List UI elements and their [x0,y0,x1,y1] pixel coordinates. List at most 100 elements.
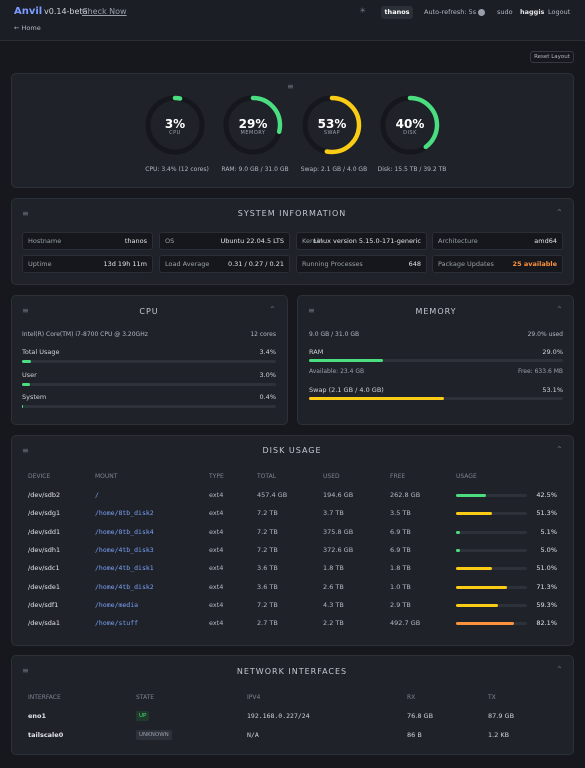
panel-title: MEMORY [415,307,457,316]
collapse-toggle: ⌃ [269,305,276,314]
cpu-model: Intel(R) Core(TM) i7-8700 CPU @ 3.20GHz [22,331,148,338]
usage-value: 71.3% [536,582,557,591]
bar-track [456,530,527,534]
gauge-name: SWAP [323,130,341,136]
bar-fill [456,512,493,516]
column-header: TYPE [209,473,224,480]
disk-cell: /dev/sdf1 [28,600,59,609]
disk-cell: 1.0 TB [390,582,411,591]
disk-cell: 7.2 TB [257,527,278,536]
info-value: amd64 [534,237,557,245]
brand: Anvil [14,6,43,17]
disk-cell: ext4 [209,600,224,609]
disk-cell: ext4 [209,491,224,499]
bar-value: 3.0% [259,370,276,379]
bar-value: 3.4% [259,348,276,356]
bar-fill [22,360,31,363]
collapse-toggle: ⌃ [556,445,563,454]
bar-fill [456,494,487,497]
top-bar [0,0,585,41]
bar-track [456,548,527,552]
info-value: Ubuntu 22.04.5 LTS [220,237,284,245]
drag-handle: ≡ [22,306,29,315]
disk-cell: /home/4tb_disk1 [95,564,154,573]
disk-cell: 3.6 TB [257,564,278,573]
gauge-name: DISK [403,130,417,136]
gauge [223,95,283,155]
network-cell: eno1 [28,712,47,720]
column-header: TOTAL [257,473,277,480]
network-cell: 1.2 KB [488,731,510,739]
cpu-cores: 12 cores [250,331,276,338]
gauges-panel [11,73,574,188]
disk-cell: 2.2 TB [323,619,344,628]
info-cell [159,232,290,250]
reset-label: Reset Layout [534,54,570,60]
disk-cell: 3.7 TB [323,509,344,518]
disk-cell: 262.8 GB [390,491,421,499]
info-value: 648 [408,260,421,268]
disk-cell: /dev/sdc1 [28,564,60,573]
info-cell [432,232,563,250]
reset-button[interactable] [530,51,574,63]
info-cell [22,255,153,273]
gauge-value: 29% [238,117,268,131]
disk-cell: 3.5 TB [390,509,411,518]
column-header: MOUNT [95,473,118,480]
gauge-arc [145,95,205,155]
column-header: FREE [390,473,406,480]
disk-cell: 194.6 GB [323,491,354,499]
host: thanos [384,8,410,16]
auto-refresh: Auto-refresh: 5s [424,8,477,16]
bar-fill [456,603,499,607]
sudo-toggle[interactable] [478,9,485,16]
disk-cell: 7.2 TB [257,600,278,609]
info-cell [432,255,563,273]
disk-cell: ext4 [209,545,224,554]
memory-available: Available: 23.4 GB [309,368,365,375]
panel-title: NETWORK INTERFACES [236,667,348,676]
column-header: INTERFACE [28,694,61,701]
state-badge: UP [136,711,150,721]
usage-value: 59.3% [536,600,557,609]
network-cell: 76.8 GB [407,712,434,720]
disk-cell: /home/8tb_disk4 [95,527,154,536]
bar-label: RAM [309,348,324,356]
info-value: Linux version 5.15.0-171-generic [313,237,421,245]
disk-cell: /dev/sdd1 [28,527,61,536]
back-link[interactable]: ← Home [14,24,41,32]
info-cell [296,255,427,273]
column-header: IPV4 [247,694,261,701]
gauge-arc [302,95,362,155]
disk-cell: /home/8tb_disk2 [95,509,154,518]
memory-used: 29.0% used [527,331,563,338]
bar-fill [22,382,30,386]
check-link[interactable]: Check Now [82,7,127,16]
info-value: 0.31 / 0.27 / 0.21 [227,260,284,268]
disk-cell: 457.4 GB [257,491,288,499]
bar-track [456,494,527,497]
theme-toggle[interactable]: ☀ [359,6,367,15]
sudo-label: sudo [497,8,513,16]
bar-fill [456,622,515,626]
logout[interactable]: Logout [548,8,571,16]
usage-value: 5.1% [540,527,557,536]
disk-cell: /home/4tb_disk3 [95,545,154,554]
disk-cell: 6.9 TB [390,527,411,536]
info-cell [22,232,153,250]
info-value: 13d 19h 11m [103,260,147,268]
drag-handle: ≡ [287,82,294,91]
bar-label: User [22,370,37,379]
disk-cell: 2.9 TB [390,600,411,609]
disk-cell: 492.7 GB [390,619,421,628]
column-header: RX [407,694,416,701]
bar-fill [456,530,460,534]
gauge [380,95,440,155]
network-cell: N/A [247,731,259,739]
info-value: thanos [124,237,147,245]
bar-label: System [22,393,47,401]
disk-panel [11,435,574,646]
disk-cell: /home/4tb_disk2 [95,582,154,591]
collapse-toggle: ⌃ [556,305,563,314]
gauge-value: 3% [164,117,186,131]
